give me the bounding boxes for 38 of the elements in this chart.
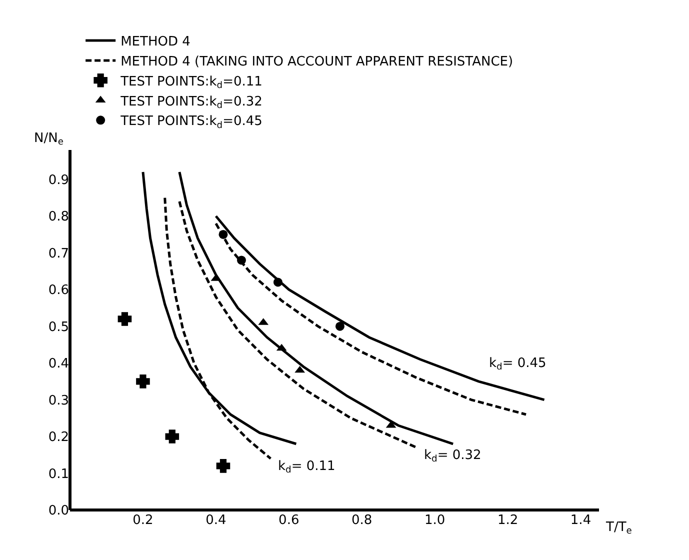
point xyxy=(118,312,132,326)
point xyxy=(218,230,228,239)
x-tick-label: 1.2 xyxy=(497,513,518,528)
x-axis-title: T/T$_{e}$ xyxy=(605,520,632,537)
legend-label: TEST POINTS:k$_{d}$=0.32 xyxy=(120,94,262,112)
y-tick-label: 0.0 xyxy=(48,504,69,519)
line-series xyxy=(178,170,454,446)
point xyxy=(216,459,230,473)
y-tick-label: 0.9 xyxy=(48,172,69,188)
y-tick-label: 0.4 xyxy=(48,356,69,372)
point xyxy=(273,278,282,287)
line-series xyxy=(178,200,418,449)
legend-label: TEST POINTS:k$_{d}$=0.45 xyxy=(120,114,262,131)
x-tick-label: 0.8 xyxy=(352,513,372,528)
y-tick-label: 0.2 xyxy=(48,430,69,446)
y-tick-label: 0.1 xyxy=(48,466,69,482)
point xyxy=(335,322,344,331)
y-tick-label: 0.6 xyxy=(48,283,69,298)
x-tick-label: 1.4 xyxy=(570,513,592,528)
legend-label: METHOD 4 (TAKING INTO ACCOUNT APPARENT RESISTANCE) xyxy=(120,54,514,70)
annotation: k$_{d}$= 0.11 xyxy=(278,459,336,476)
x-tick-label: 1.0 xyxy=(424,513,446,528)
x-tick-label: 0.2 xyxy=(132,513,154,528)
annotation: k$_{d}$= 0.45 xyxy=(489,356,546,373)
y-axis-title: N/N$_{e}$ xyxy=(34,131,64,148)
point xyxy=(136,374,150,388)
y-tick-label: 0.3 xyxy=(48,393,69,408)
annotation: k$_{d}$= 0.32 xyxy=(424,448,482,465)
x-tick-label: 0.4 xyxy=(206,513,226,528)
legend-label: TEST POINTS:k$_{d}$=0.11 xyxy=(120,74,262,92)
y-tick-label: 0.7 xyxy=(48,246,69,262)
point xyxy=(236,256,246,265)
line-series xyxy=(214,214,546,402)
legend-label: METHOD 4 xyxy=(120,34,190,50)
y-tick-label: 0.8 xyxy=(48,210,69,225)
y-tick-label: 0.5 xyxy=(48,320,69,335)
point xyxy=(165,430,180,444)
x-tick-label: 0.6 xyxy=(278,513,300,528)
